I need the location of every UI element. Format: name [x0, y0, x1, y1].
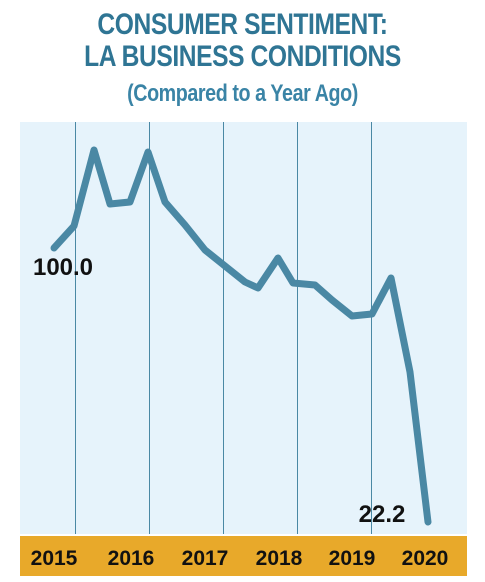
x-tick-label: 2017 — [182, 547, 229, 570]
data-label: 100.0 — [33, 254, 93, 281]
x-tick-label: 2016 — [108, 547, 155, 570]
gridlines — [75, 122, 372, 534]
series-line — [50, 146, 432, 526]
chart-title-line-1: CONSUMER SENTIMENT: — [97, 8, 388, 41]
annotations: 100.0 22.2 — [33, 254, 405, 528]
plot-area — [20, 122, 467, 534]
x-tick-label: 2018 — [256, 547, 303, 570]
x-axis-band — [20, 536, 467, 576]
chart-title-line-2: LA BUSINESS CONDITIONS — [84, 40, 401, 73]
x-axis-ticks: 2015 2016 2017 2018 2019 2020 — [31, 547, 449, 570]
x-tick-label: 2020 — [402, 547, 449, 570]
chart-subtitle: (Compared to a Year Ago) — [127, 80, 358, 107]
x-tick-label: 2019 — [329, 547, 376, 570]
x-tick-label: 2015 — [31, 547, 78, 570]
data-label: 22.2 — [359, 501, 406, 528]
